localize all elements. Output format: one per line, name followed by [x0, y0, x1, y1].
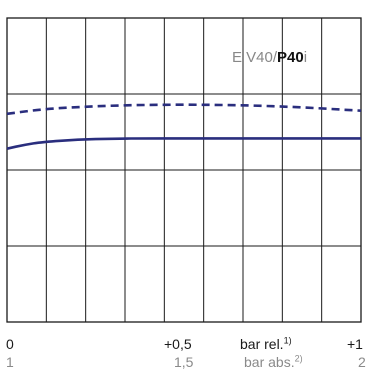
x-tick-rel-0: 0	[6, 336, 14, 352]
x-axis-rel-footnote: 1)	[283, 335, 292, 346]
model-label-prefix: E V40/	[232, 49, 278, 66]
model-label-suffix: i	[303, 49, 308, 66]
x-tick-rel-05: +0,5	[164, 336, 192, 352]
x-axis-rel-unit: bar rel.1)	[240, 336, 292, 352]
model-label-bold: P40	[277, 49, 304, 66]
x-tick-abs-15: 1,5	[174, 354, 194, 370]
series-line-dashed	[6, 103, 362, 116]
model-label: E V40/P40i	[232, 49, 307, 66]
chart-plot-area	[6, 17, 362, 323]
x-axis-abs-unit: bar abs.2)	[244, 354, 303, 370]
x-axis-abs-footnote: 2)	[294, 353, 303, 364]
chart-series-group	[6, 103, 362, 150]
x-axis-abs-unit-text: bar abs.	[244, 354, 295, 370]
x-tick-abs-1: 1	[6, 354, 14, 370]
x-axis-rel-unit-text: bar rel.	[240, 336, 284, 352]
plot-frame	[6, 17, 362, 323]
x-tick-rel-1: +1	[347, 336, 363, 352]
chart-grid	[6, 17, 362, 323]
x-tick-abs-2: 2	[358, 354, 366, 370]
series-line-solid	[6, 137, 361, 150]
